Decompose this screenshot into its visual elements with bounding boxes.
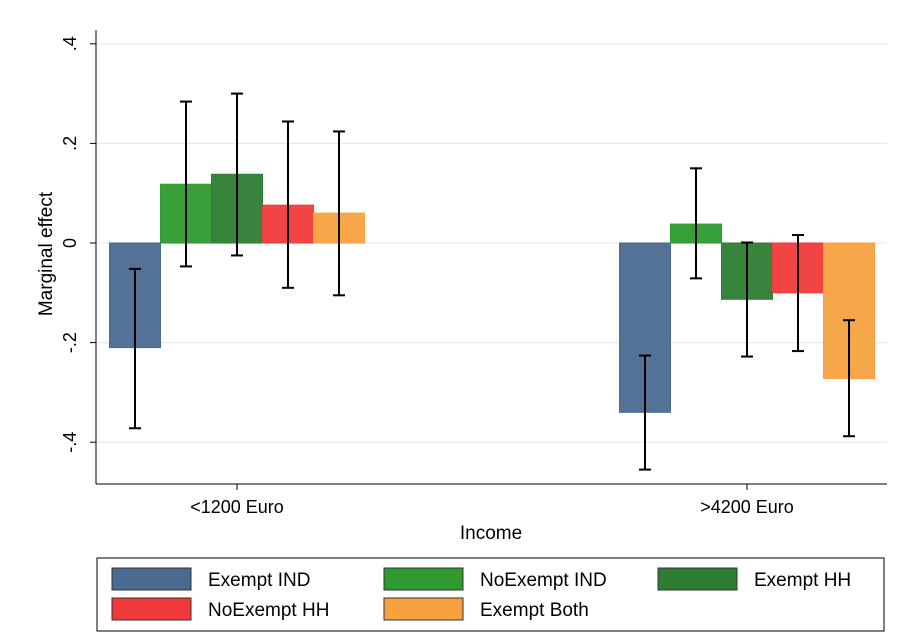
y-tick-label: -.4 bbox=[60, 432, 80, 453]
legend-label: Exempt Both bbox=[480, 600, 589, 621]
legend-label: NoExempt IND bbox=[480, 570, 607, 591]
error-bars bbox=[129, 92, 855, 471]
legend-box bbox=[96, 557, 885, 632]
x-tick-label: >4200 Euro bbox=[700, 497, 794, 517]
legend-swatch bbox=[383, 597, 464, 621]
y-tick-label: .4 bbox=[60, 36, 80, 51]
legend: Exempt IND NoExempt IND Exempt HH NoExempt … bbox=[96, 557, 885, 632]
y-tick-label: -.2 bbox=[60, 332, 80, 353]
y-axis-title: Marginal effect bbox=[36, 191, 57, 316]
legend-swatch bbox=[111, 567, 192, 591]
legend-label: NoExempt HH bbox=[208, 600, 329, 621]
y-tick-label: 0 bbox=[60, 238, 80, 248]
x-tick-label: <1200 Euro bbox=[190, 497, 284, 517]
legend-label: Exempt HH bbox=[754, 570, 851, 591]
legend-swatch bbox=[111, 597, 192, 621]
x-axis-title: Income bbox=[460, 523, 522, 544]
legend-swatch bbox=[383, 567, 464, 591]
axes: -.4 -.2 0 .2 .4 <1200 Euro >4200 Euro bbox=[60, 30, 887, 517]
y-tick-label: .2 bbox=[60, 136, 80, 151]
legend-swatch bbox=[657, 567, 738, 591]
legend-label: Exempt IND bbox=[208, 570, 310, 591]
